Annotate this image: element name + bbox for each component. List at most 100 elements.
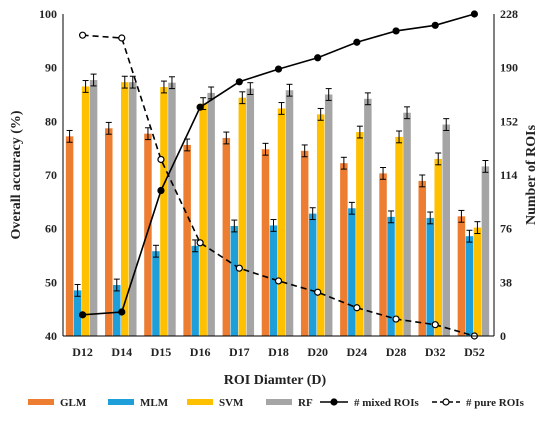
y-tick-label: 90 <box>45 61 57 75</box>
bar <box>183 144 191 336</box>
line-point <box>196 103 204 111</box>
bar <box>316 114 325 337</box>
y2-tick-label: 190 <box>500 61 518 75</box>
legend-label: # mixed ROIs <box>354 397 420 409</box>
y-tick-label: 100 <box>39 7 57 21</box>
bar <box>285 90 294 336</box>
x-tick-label: D28 <box>386 345 407 359</box>
legend-item: GLM <box>28 397 87 409</box>
y-tick-label: 40 <box>45 329 57 343</box>
line-point <box>196 239 204 247</box>
bar <box>473 227 482 336</box>
legend-item: MLM <box>108 397 169 409</box>
x-tick-label: D16 <box>190 345 211 359</box>
legend-label: GLM <box>60 397 87 409</box>
bar <box>191 245 199 336</box>
bar <box>199 103 207 336</box>
bar <box>81 86 90 336</box>
right-axis-ticks: 0 38 76 114 152 190 228 <box>500 7 518 343</box>
bar <box>152 251 160 336</box>
series-mlm <box>73 201 474 336</box>
bar <box>168 82 176 337</box>
bar <box>113 285 121 336</box>
bar <box>207 92 215 336</box>
x-tick-label: D15 <box>151 345 172 359</box>
line-point <box>118 34 126 42</box>
x-tick-label: D17 <box>229 345 250 359</box>
line-point <box>235 78 243 86</box>
bar <box>465 236 474 336</box>
bar <box>387 216 395 336</box>
bar <box>261 149 270 336</box>
bar <box>442 124 450 336</box>
x-tick-label: D14 <box>111 345 132 359</box>
y-tick-label: 60 <box>45 222 57 236</box>
bar <box>308 213 317 336</box>
bar <box>160 86 168 336</box>
y-tick-label: 50 <box>45 275 57 289</box>
y2-tick-label: 228 <box>500 7 518 21</box>
series-line <box>82 34 475 337</box>
bar <box>434 158 442 336</box>
legend-label: MLM <box>140 397 169 409</box>
bar-series <box>65 73 490 337</box>
bar <box>324 94 333 336</box>
y2-tick-label: 76 <box>500 222 512 236</box>
y-tick-label: 80 <box>45 114 57 128</box>
x-axis-title: ROI Diamter (D) <box>224 373 327 388</box>
bar <box>348 208 356 336</box>
line-point <box>392 315 400 323</box>
line-point <box>314 54 322 62</box>
y2-tick-label: 114 <box>500 168 517 182</box>
line-point <box>274 277 283 285</box>
bar <box>481 166 490 336</box>
left-axis-ticks: 40 50 60 70 80 90 100 <box>39 7 57 343</box>
y2-tick-label: 38 <box>500 275 512 289</box>
x-tick-label: D52 <box>464 345 485 359</box>
bar <box>300 150 309 336</box>
legend: GLM MLM SVM RF # mixed ROIs # pure ROIs <box>28 397 525 409</box>
bar <box>418 180 426 336</box>
line-point <box>392 27 400 35</box>
line-point <box>78 31 87 39</box>
bar <box>395 136 403 336</box>
line-point <box>157 186 165 195</box>
legend-item: RF <box>266 397 313 409</box>
y2-tick-label: 0 <box>500 329 506 343</box>
x-tick-label: D12 <box>72 345 93 359</box>
bar <box>457 216 466 336</box>
line-point <box>353 38 361 46</box>
series-glm <box>65 121 466 336</box>
bar <box>129 82 137 336</box>
legend-label: # pure ROIs <box>466 397 525 409</box>
legend-marker <box>442 398 450 406</box>
mixed-rois-line <box>78 10 479 319</box>
bar <box>426 217 434 336</box>
bar <box>230 225 239 336</box>
y-tick-label: 70 <box>45 168 57 182</box>
legend-label: SVM <box>219 397 244 409</box>
bar <box>379 173 387 336</box>
bar <box>238 97 247 336</box>
bar <box>144 133 152 336</box>
legend-item: # pure ROIs <box>432 397 525 409</box>
legend-item: SVM <box>187 397 244 409</box>
bar <box>105 128 113 336</box>
line-point <box>157 155 165 164</box>
line-point <box>78 311 87 319</box>
legend-item: # mixed ROIs <box>320 397 420 409</box>
x-axis-ticks: D12 D14 D15 D16 D17 D18 D20 D24 D28 D32 D52 <box>72 345 484 359</box>
line-point <box>118 308 126 316</box>
line-point <box>235 264 243 272</box>
line-point <box>353 304 361 312</box>
legend-swatch <box>266 399 292 405</box>
legend-swatch <box>187 399 213 405</box>
line-point <box>274 65 283 73</box>
bar <box>403 112 411 336</box>
bar <box>121 82 129 336</box>
series-rf <box>89 73 490 337</box>
x-tick-label: D18 <box>268 345 289 359</box>
legend-label: RF <box>298 397 313 409</box>
